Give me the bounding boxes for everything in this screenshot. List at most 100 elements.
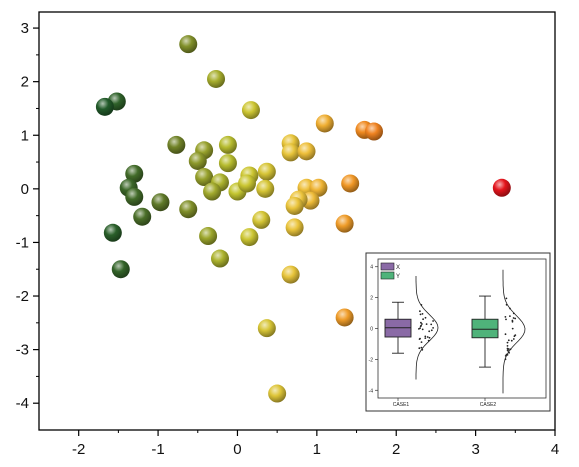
distribution-dot <box>432 327 434 329</box>
x-tick-label: 2 <box>392 441 400 458</box>
main-axis-ticks: -2 -1 0 1 2 3 4 3 2 1 0 -1 -2 -3 -4 <box>16 20 560 458</box>
distribution-dot <box>506 345 509 347</box>
scatter-point <box>252 210 271 229</box>
y-tick-label: -1 <box>16 234 29 251</box>
inset-y-tick-label: 2 <box>370 296 373 302</box>
scatter-point <box>207 69 226 88</box>
distribution-dot <box>506 349 509 351</box>
box-body <box>471 318 499 339</box>
distribution-curve <box>502 269 526 394</box>
distribution-dot <box>419 310 421 313</box>
scatter-point <box>341 174 360 193</box>
distribution-dot <box>432 320 434 322</box>
scatter-point <box>179 200 198 219</box>
distribution-dot <box>506 341 509 344</box>
y-tick-label: 1 <box>21 127 29 144</box>
scatter-point <box>195 168 214 187</box>
scatter-point <box>365 122 384 141</box>
scatter-point <box>179 35 198 54</box>
distribution-dot <box>511 327 514 330</box>
distribution-dot <box>509 348 512 351</box>
scatter-point <box>315 114 334 133</box>
distribution-dot <box>427 339 430 342</box>
x-tick-label: 3 <box>471 441 479 458</box>
distribution-curve <box>415 276 439 380</box>
distribution-dot <box>512 317 515 319</box>
distribution-dot <box>419 313 422 316</box>
scatter-point <box>199 227 218 246</box>
scatter-point <box>133 207 152 226</box>
distribution-dot <box>418 347 421 350</box>
x-tick-label: 1 <box>313 441 321 458</box>
scatter-point <box>151 193 170 212</box>
inset-x-tick-label: CASE1 <box>393 402 410 408</box>
distribution-dot <box>430 329 433 332</box>
distribution-dot <box>426 336 429 338</box>
inset-y-tick-label: -2 <box>369 357 374 363</box>
inset-y-tick-label: -4 <box>369 388 374 394</box>
inset-y-tick-label: 0 <box>370 327 373 333</box>
distribution-dot <box>510 339 513 342</box>
distribution-dot <box>505 297 508 300</box>
y-tick-label: 2 <box>21 74 29 91</box>
scatter-point <box>241 101 260 120</box>
distribution-dot <box>428 330 431 333</box>
inset-box-plot: 4 2 0 -2 -4 CASE1 CASE2 XY <box>365 252 551 412</box>
scatter-point <box>125 164 144 183</box>
scatter-point <box>256 179 275 198</box>
distribution-dot <box>422 318 424 321</box>
scatter-point <box>240 228 259 247</box>
distribution-dot <box>421 313 424 315</box>
y-tick-label: 0 <box>21 181 29 198</box>
scatter-point <box>237 174 256 193</box>
scatter-point <box>268 384 287 403</box>
scatter-point <box>95 97 114 116</box>
distribution-dot <box>420 341 423 343</box>
y-tick-label: 3 <box>21 20 29 37</box>
scatter-point <box>335 214 354 233</box>
distribution-dot <box>505 318 507 321</box>
distribution-dot <box>424 337 427 339</box>
scatter-point <box>257 162 276 181</box>
inset-y-tick-label: 4 <box>370 265 373 271</box>
distribution-dot <box>504 355 507 357</box>
scatter-point <box>218 135 237 154</box>
distribution-dot <box>514 334 517 336</box>
main-plot-frame <box>38 11 556 431</box>
scatter-point <box>218 154 237 173</box>
distribution-dot <box>419 325 422 328</box>
distribution-dot <box>507 339 510 342</box>
distribution-dot <box>512 312 515 315</box>
scatter-point <box>188 151 207 170</box>
distribution-dot <box>514 317 517 320</box>
distribution-dot <box>505 303 508 306</box>
legend-swatch <box>380 262 395 271</box>
distribution-dot <box>420 304 423 306</box>
scatter-point <box>297 142 316 161</box>
scatter-point <box>125 187 144 206</box>
distribution-dot <box>421 323 423 325</box>
scatter-point <box>103 223 122 242</box>
scatter-point <box>257 319 276 338</box>
distribution-dot <box>509 307 511 310</box>
y-tick-label: -3 <box>16 342 29 359</box>
scatter-point <box>111 260 130 279</box>
distribution-dot <box>424 316 427 319</box>
y-tick-label: -2 <box>16 288 29 305</box>
distribution-dot <box>504 316 507 318</box>
plot-frame <box>38 11 556 431</box>
scatter-point <box>335 308 354 327</box>
distribution-dot <box>430 323 433 326</box>
distribution-dot <box>509 315 511 317</box>
distribution-dot <box>506 354 509 356</box>
scatter-point <box>281 143 300 162</box>
distribution-dot <box>428 336 431 339</box>
x-tick-label: 0 <box>233 441 241 458</box>
legend-label: X <box>396 265 400 271</box>
distribution-dot <box>504 333 507 336</box>
scatter-point <box>285 196 304 215</box>
scatter-point <box>281 265 300 284</box>
x-tick-label: -2 <box>72 441 85 458</box>
distribution-dot <box>418 328 420 330</box>
